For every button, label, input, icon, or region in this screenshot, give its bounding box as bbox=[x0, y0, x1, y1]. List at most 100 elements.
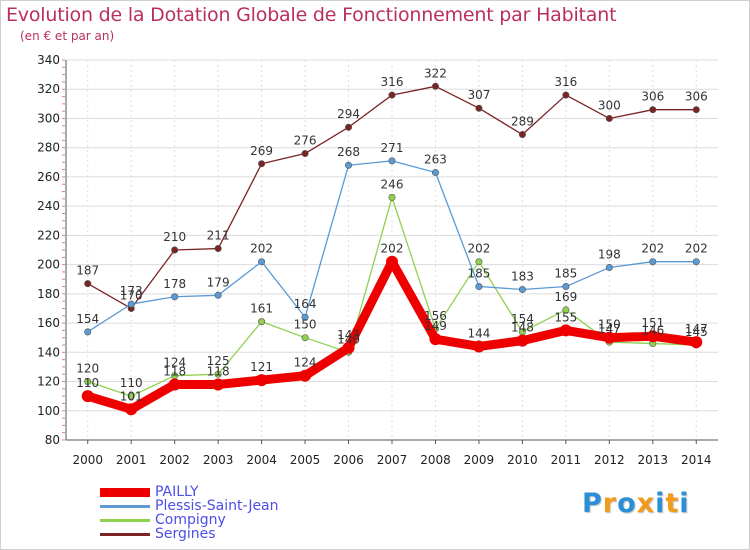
x-tick-label: 2008 bbox=[420, 453, 451, 467]
x-tick-label: 2002 bbox=[159, 453, 190, 467]
y-tick-label: 140 bbox=[37, 345, 60, 359]
data-label: 271 bbox=[381, 141, 404, 155]
data-label: 148 bbox=[511, 321, 534, 335]
data-label: 121 bbox=[250, 360, 273, 374]
data-point bbox=[475, 258, 483, 266]
data-point bbox=[605, 114, 613, 122]
data-label: 173 bbox=[120, 284, 143, 298]
chart-title: Evolution de la Dotation Globale de Fonc… bbox=[6, 4, 617, 26]
data-label: 306 bbox=[641, 90, 664, 104]
legend-swatch bbox=[100, 505, 150, 508]
x-tick-label: 2012 bbox=[594, 453, 625, 467]
data-point bbox=[649, 106, 657, 114]
data-label: 179 bbox=[207, 275, 230, 289]
data-label: 306 bbox=[685, 90, 708, 104]
x-tick-label: 2003 bbox=[203, 453, 234, 467]
y-tick-label: 220 bbox=[37, 228, 60, 242]
chart-subtitle: (en € et par an) bbox=[20, 29, 115, 43]
data-label: 183 bbox=[511, 269, 534, 283]
data-label: 120 bbox=[76, 362, 99, 376]
data-point bbox=[214, 245, 222, 253]
logo-letter: i bbox=[655, 488, 666, 519]
data-label: 155 bbox=[554, 310, 577, 324]
data-label: 210 bbox=[163, 230, 186, 244]
legend-item-sergines[interactable]: Sergines bbox=[100, 526, 400, 542]
data-point bbox=[472, 340, 485, 353]
y-tick-label: 180 bbox=[37, 287, 60, 301]
data-label: 316 bbox=[381, 75, 404, 89]
data-point bbox=[342, 341, 355, 354]
legend-item-plessis-saint-jean[interactable]: Plessis-Saint-Jean bbox=[100, 498, 400, 514]
data-label: 110 bbox=[76, 376, 99, 390]
data-label: 154 bbox=[511, 312, 534, 326]
data-point bbox=[518, 131, 526, 139]
y-tick-label: 120 bbox=[37, 375, 60, 389]
legend-label: Compigny bbox=[155, 512, 226, 528]
legend-swatch bbox=[100, 488, 150, 497]
data-label: 202 bbox=[250, 242, 273, 256]
x-tick-label: 2013 bbox=[638, 453, 669, 467]
data-label: 187 bbox=[76, 264, 99, 278]
data-point bbox=[127, 392, 135, 400]
data-label: 101 bbox=[120, 389, 143, 403]
data-point bbox=[559, 324, 572, 337]
data-point bbox=[692, 106, 700, 114]
data-point bbox=[84, 378, 92, 386]
data-label: 143 bbox=[337, 328, 360, 342]
data-point bbox=[431, 169, 439, 177]
axis-layer: 80 100 120 140 160 180 200 220 240 260 280 300 320 34… bbox=[37, 53, 718, 467]
series-layer bbox=[81, 82, 703, 416]
data-point bbox=[562, 91, 570, 99]
x-tick-label: 2010 bbox=[507, 453, 538, 467]
logo-letter: r bbox=[602, 488, 618, 519]
data-point bbox=[255, 374, 268, 387]
data-label: 307 bbox=[467, 88, 490, 102]
y-tick-label: 240 bbox=[37, 199, 60, 213]
legend-label: Plessis-Saint-Jean bbox=[155, 498, 279, 514]
data-point bbox=[475, 104, 483, 112]
y-tick-label: 280 bbox=[37, 141, 60, 155]
y-tick-label: 160 bbox=[37, 316, 60, 330]
data-label: 268 bbox=[337, 145, 360, 159]
y-tick-label: 200 bbox=[37, 258, 60, 272]
x-tick-label: 2005 bbox=[290, 453, 321, 467]
data-label: 145 bbox=[685, 325, 708, 339]
data-label: 144 bbox=[467, 326, 490, 340]
proxiti-logo[interactable]: Proxiti bbox=[582, 488, 690, 519]
logo-letter: t bbox=[665, 488, 680, 519]
x-tick-label: 2004 bbox=[246, 453, 277, 467]
data-point bbox=[301, 150, 309, 158]
data-point bbox=[603, 331, 616, 344]
data-label: 198 bbox=[598, 248, 621, 262]
data-point bbox=[301, 313, 309, 321]
data-point bbox=[258, 318, 266, 326]
y-tick-label: 300 bbox=[37, 111, 60, 125]
data-point bbox=[388, 91, 396, 99]
legend-item-pailly[interactable]: PAILLY bbox=[100, 484, 400, 500]
data-label: 124 bbox=[163, 356, 186, 370]
data-point bbox=[690, 336, 703, 349]
legend-item-compigny[interactable]: Compigny bbox=[100, 512, 400, 528]
legend-label: PAILLY bbox=[155, 484, 199, 500]
data-point bbox=[299, 369, 312, 382]
data-label: 202 bbox=[641, 242, 664, 256]
data-point bbox=[171, 246, 179, 254]
data-point bbox=[212, 378, 225, 391]
data-point bbox=[84, 280, 92, 288]
data-point bbox=[431, 82, 439, 90]
data-label: 156 bbox=[424, 309, 447, 323]
y-tick-label: 320 bbox=[37, 82, 60, 96]
label-layer: 187 170 210 211 269 276 294 316 322 307 289 316 300 3… bbox=[76, 66, 707, 403]
data-label: 276 bbox=[294, 134, 317, 148]
data-point bbox=[258, 258, 266, 266]
data-point bbox=[386, 255, 398, 268]
data-label: 202 bbox=[381, 242, 404, 256]
data-point bbox=[125, 403, 138, 416]
legend-label: Sergines bbox=[155, 526, 216, 542]
data-label: 169 bbox=[554, 290, 577, 304]
data-label: 118 bbox=[163, 364, 186, 378]
data-point bbox=[649, 258, 657, 266]
x-tick-label: 2011 bbox=[551, 453, 582, 467]
x-tick-label: 2009 bbox=[464, 453, 495, 467]
data-point bbox=[518, 285, 526, 293]
